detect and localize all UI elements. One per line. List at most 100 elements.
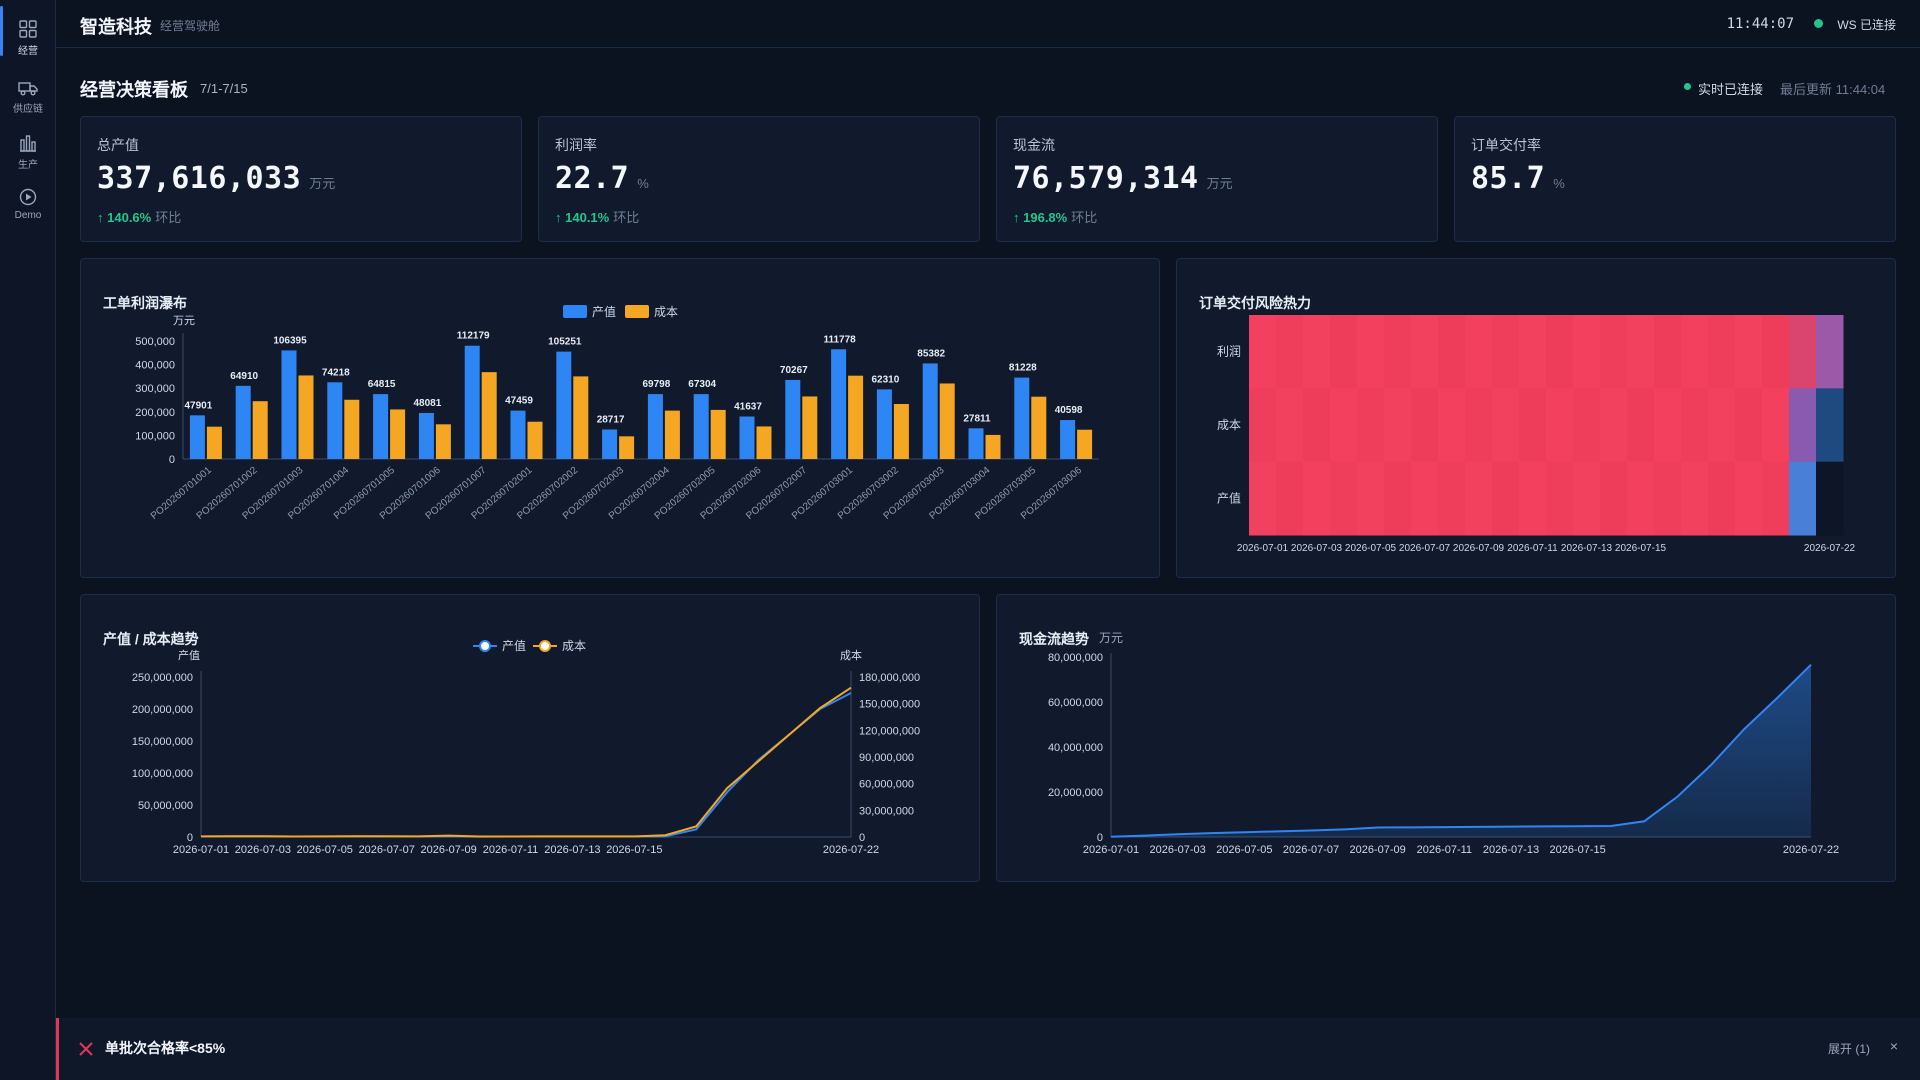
bar-output (235, 385, 251, 459)
x-tick-label: 2026-07-03 (1291, 543, 1343, 554)
chart-title: 订单交付风险热力 (1199, 295, 1311, 311)
x-tick-label: 2026-07-07 (359, 844, 415, 856)
kpi-unit: 万元 (1206, 176, 1233, 191)
x-tick-label: 2026-07-01 (1237, 543, 1289, 554)
heatmap-cell (1357, 315, 1385, 389)
bar-output (739, 416, 755, 459)
alert-expand-button[interactable]: 展开 (1) (1827, 1042, 1870, 1056)
kpi-number: 337,616,033 (97, 161, 302, 196)
heatmap-cell (1384, 315, 1412, 389)
x-tick-label: 2026-07-01 (1083, 844, 1139, 856)
bar-cost (1077, 429, 1093, 459)
chart-legend[interactable]: 产值 成本 (473, 638, 586, 653)
alert-close-button[interactable]: × (1889, 1038, 1898, 1054)
bar-output (922, 363, 938, 459)
heatmap-cell (1303, 315, 1331, 389)
kpi-label: 订单交付率 (1471, 137, 1541, 153)
arrow-up-icon: ↑ (97, 210, 108, 225)
heatmap-cell (1573, 315, 1601, 389)
kpi-card-output-value[interactable]: 总产值 337,616,033 万元 ↑ 140.6% 环比 (80, 116, 522, 242)
sidebar-active-indicator (0, 6, 3, 56)
kpi-label: 利润率 (555, 137, 597, 153)
data-label: 69798 (642, 379, 670, 390)
heatmap-cell (1735, 388, 1763, 463)
heatmap-cell (1438, 315, 1466, 389)
sidebar-item-label: 供应链 (13, 104, 43, 115)
heatmap-cell (1573, 461, 1601, 536)
x-tick-label: 2026-07-11 (483, 844, 538, 856)
bar-cost (206, 426, 222, 459)
date-range[interactable]: 7/1-7/15 (200, 81, 248, 96)
heatmap-cell (1357, 461, 1385, 536)
bar-cost (435, 424, 451, 459)
heatmap-cell (1465, 388, 1493, 463)
y-tick-label-left: 100,000,000 (132, 768, 193, 780)
sidebar-item-supply-chain[interactable]: 供应链 (0, 80, 56, 115)
kpi-card-cash-flow[interactable]: 现金流 76,579,314 万元 ↑ 196.8% 环比 (996, 116, 1438, 242)
chart-title: 现金流趋势 (1019, 631, 1089, 647)
heatmap-cell (1384, 388, 1412, 463)
data-label: 48081 (413, 398, 441, 409)
area-plot-area: 0 20,000,000 40,000,000 60,000,000 80,000,00… (1048, 652, 1839, 856)
heatmap-cell (1465, 461, 1493, 536)
profit-waterfall-chart: 产值 成本 万元 0 100,000 200,000 300,000 400,000 50… (135, 304, 1099, 522)
kpi-value: 22.7% (555, 161, 649, 196)
legend-item-output: 产值 (502, 638, 526, 653)
kpi-unit: % (1553, 176, 1565, 191)
sidebar-item-production[interactable]: 生产 (0, 134, 56, 171)
x-tick-label: 2026-07-01 (173, 844, 229, 856)
data-label: 106395 (273, 335, 307, 346)
sidebar-item-operations[interactable]: 经营 (0, 20, 56, 57)
heatmap-cell (1789, 388, 1817, 463)
kpi-delta-value: 140.1% (565, 210, 610, 225)
kpi-card-delivery-rate[interactable]: 订单交付率 85.7% (1454, 116, 1896, 242)
y-tick-label-left: 200,000,000 (132, 704, 193, 716)
output-cost-trend-panel: 产值 / 成本趋势 产值 成本 产值 成本 0 50,000,000 100,000… (80, 594, 980, 882)
legend-marker-output (479, 640, 491, 652)
heatmap-cell (1411, 315, 1439, 389)
y-tick-label-right: 0 (859, 832, 865, 844)
y-tick-label-right: 30,000,000 (859, 805, 914, 817)
heatmap-cell (1708, 315, 1736, 389)
x-tick-label: 2026-07-09 (1453, 543, 1505, 554)
sidebar-item-demo[interactable]: Demo (0, 188, 56, 221)
left-axis-label: 产值 (178, 648, 200, 662)
bar-cost (573, 376, 589, 459)
cash-flow-trend-chart: 0 20,000,000 40,000,000 60,000,000 80,000,00… (1048, 652, 1839, 856)
heatmap-cell (1546, 461, 1574, 536)
kpi-delta: ↑ 140.1% 环比 (555, 207, 639, 226)
chart-title: 产值 / 成本趋势 (103, 631, 199, 647)
sidebar-item-label: Demo (14, 210, 42, 221)
y-tick-label: 100,000 (135, 430, 175, 442)
data-label: 47459 (505, 396, 533, 407)
y-tick-label-right: 180,000,000 (859, 672, 920, 684)
profit-waterfall-panel: 工单利润瀑布 产值 成本 万元 0 100,000 200,000 300,000 40… (80, 258, 1160, 578)
y-tick-label: 0 (169, 454, 175, 466)
heatmap-cell (1708, 461, 1736, 536)
bar-plot-area: 0 100,000 200,000 300,000 400,000 500,000 4790… (135, 331, 1099, 522)
heatmap-cell (1249, 388, 1277, 463)
bar-output (1014, 377, 1030, 459)
bar-output (602, 429, 618, 459)
y-tick-label: 400,000 (135, 360, 175, 372)
heatmap-cell (1627, 315, 1655, 389)
realtime-status-dot (1684, 83, 1691, 90)
y-tick-label-left: 250,000,000 (132, 672, 193, 684)
x-tick-label: 2026-07-05 (1216, 844, 1272, 856)
x-tick-label: 2026-07-05 (1345, 543, 1397, 554)
heatmap-cell (1249, 461, 1277, 536)
x-tick-label: 2026-07-13 (544, 844, 600, 856)
y-tick-label-left: 150,000,000 (132, 736, 193, 748)
kpi-label: 总产值 (97, 137, 139, 153)
kpi-card-profit-margin[interactable]: 利润率 22.7% ↑ 140.1% 环比 (538, 116, 980, 242)
grid-icon (19, 20, 37, 38)
chart-legend[interactable]: 产值 成本 (563, 304, 678, 319)
series-line-cost (200, 686, 852, 838)
kpi-delta-value: 140.6% (107, 210, 152, 225)
x-tick-label: 2026-07-15 (606, 844, 662, 856)
heatmap-cell (1708, 388, 1736, 463)
bar-cost (390, 409, 406, 459)
bar-cost (802, 396, 818, 459)
data-label: 70267 (780, 365, 808, 376)
heatmap-cell (1330, 315, 1358, 389)
